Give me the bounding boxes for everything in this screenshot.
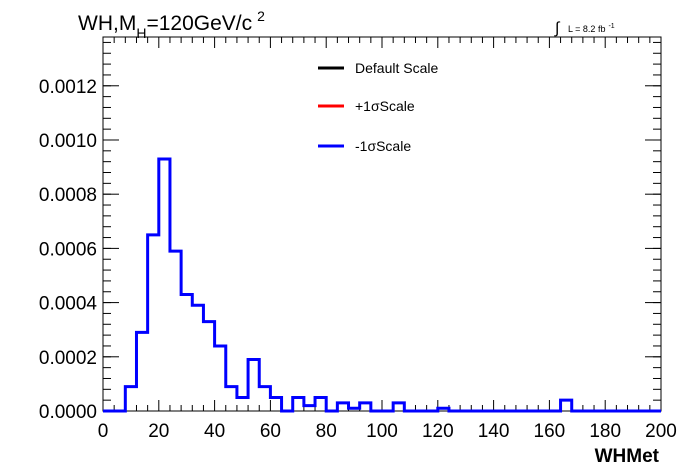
plot-frame (102, 36, 662, 412)
y-tick-label: 0.0008 (39, 185, 97, 206)
legend-label-minus-1sigma: -1σScale (355, 138, 411, 154)
series-line-minus-1sigma (103, 157, 661, 413)
x-tick-label: 100 (366, 421, 398, 442)
y-tick-label: 0.0000 (39, 402, 97, 423)
title-rest: =120GeV/c (146, 12, 252, 35)
y-tick-label: 0.0006 (39, 239, 97, 260)
x-axis-label: WHMet (595, 446, 660, 467)
x-tick-label: 20 (148, 421, 169, 442)
title-sup: 2 (257, 8, 265, 24)
x-tick-label: 120 (422, 421, 454, 442)
y-tick-label: 0.0002 (39, 348, 97, 369)
y-tick-label: 0.0010 (39, 131, 97, 152)
x-tick-label: 200 (645, 421, 677, 442)
x-ticks: 0 20 40 60 80 100 120 140 160 180 200 (98, 37, 677, 442)
y-ticks: 0.0000 0.0002 0.0004 0.0006 0.0008 0.0010 0.00… (39, 41, 661, 423)
lumi-integral: ∫ (554, 20, 561, 37)
lumi-sup: -1 (608, 23, 614, 30)
x-tick-label: 0 (98, 421, 109, 442)
y-tick-label: 0.0012 (39, 77, 97, 98)
legend-label-default-scale: Default Scale (355, 60, 438, 76)
legend: Default Scale +1σScale -1σScale (318, 60, 438, 154)
chart-title: WH,MH=120GeV/c 2 (78, 8, 265, 41)
title-main: WH,M (78, 12, 136, 35)
x-tick-label: 140 (478, 421, 510, 442)
legend-label-plus-1sigma: +1σScale (355, 98, 415, 114)
x-tick-label: 60 (260, 421, 281, 442)
y-tick-label: 0.0004 (39, 294, 98, 315)
lumi-text: L = 8.2 fb (568, 24, 605, 34)
x-tick-label: 180 (589, 421, 621, 442)
x-tick-label: 80 (316, 421, 337, 442)
lumi-label: L = 8.2 fb -1 (568, 23, 615, 34)
x-tick-label: 40 (204, 421, 225, 442)
series-group (103, 157, 661, 413)
title-sub: H (136, 25, 146, 41)
x-tick-label: 160 (534, 421, 566, 442)
